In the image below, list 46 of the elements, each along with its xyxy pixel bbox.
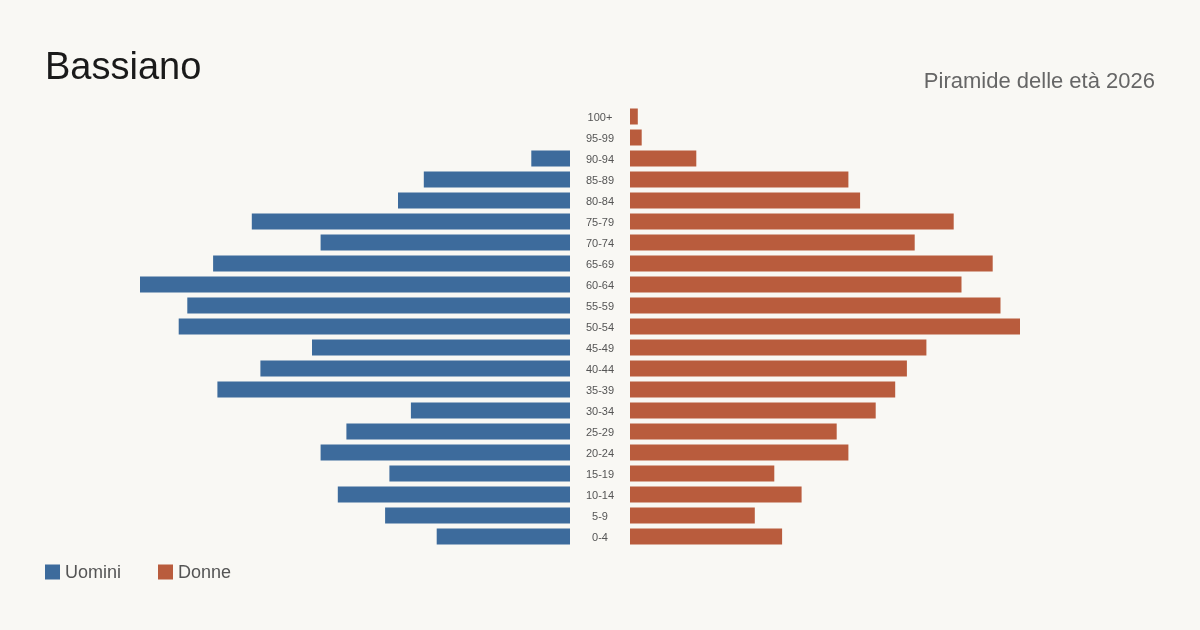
y-tick-label: 10-14 <box>585 488 615 501</box>
y-tick-label: 95-99 <box>585 131 615 144</box>
bar <box>630 339 927 356</box>
bar <box>630 402 876 419</box>
bar <box>630 423 837 440</box>
bar <box>630 318 1020 335</box>
bar <box>630 486 802 503</box>
y-tick-label: 0-4 <box>592 530 608 543</box>
y-tick-label: 90-94 <box>585 152 615 165</box>
bar <box>630 234 915 251</box>
bar <box>630 507 755 524</box>
y-tick-label: 70-74 <box>585 236 615 249</box>
y-tick-label: 35-39 <box>585 383 615 396</box>
bar <box>630 192 861 209</box>
bar <box>630 444 849 461</box>
bar <box>630 528 783 545</box>
y-tick-label: 15-19 <box>585 467 615 480</box>
bar <box>630 150 697 167</box>
y-tick-label: 75-79 <box>585 215 615 228</box>
bar <box>630 297 1001 314</box>
y-tick-label: 100+ <box>587 110 613 123</box>
y-tick-label: 20-24 <box>585 446 615 459</box>
y-tick-label: 5-9 <box>592 509 608 522</box>
bar <box>630 171 849 188</box>
bar <box>630 108 638 125</box>
bar <box>630 381 896 398</box>
y-tick-label: 50-54 <box>585 320 615 333</box>
bar <box>630 465 775 482</box>
y-tick-label: 45-49 <box>585 341 615 354</box>
bar <box>630 276 962 293</box>
legend-label: Uomini <box>65 562 122 582</box>
bar <box>630 129 642 146</box>
y-tick-label: 25-29 <box>585 425 615 438</box>
y-tick-label: 55-59 <box>585 299 615 312</box>
y-tick-label: 65-69 <box>585 257 615 270</box>
y-tick-label: 60-64 <box>585 278 615 291</box>
legend-label: Donne <box>178 562 232 582</box>
y-tick-label: 40-44 <box>585 362 615 375</box>
bar <box>630 360 907 377</box>
bar <box>630 213 954 230</box>
chart-subtitle: Piramide delle età 2026 <box>923 67 1156 93</box>
y-tick-label: 80-84 <box>585 194 615 207</box>
chart-title: Bassiano <box>45 45 202 87</box>
y-tick-label: 85-89 <box>585 173 615 186</box>
bar <box>630 255 993 272</box>
y-tick-label: 30-34 <box>585 404 615 417</box>
